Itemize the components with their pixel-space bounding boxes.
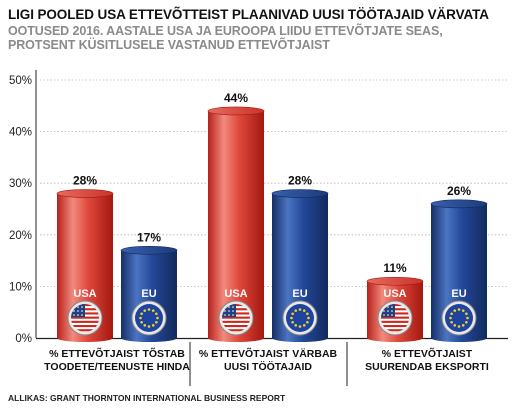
category-label: % ETTEVÕTJAIST TÕSTAB TOODETE/TEENUSTE HI…: [44, 347, 190, 373]
bar-cap: [271, 189, 329, 198]
category-label: % ETTEVÕTJAIST SUURENDAB EKSPORTI: [365, 347, 489, 373]
bar-base: [431, 334, 487, 342]
series-name-label: EU: [292, 288, 307, 300]
eu-flag-icon: [441, 300, 477, 336]
bar-base: [272, 334, 328, 342]
usa-flag-icon: [67, 300, 103, 336]
bar-base: [367, 334, 423, 342]
usa-flag-icon: [218, 300, 254, 336]
data-label: 28%: [73, 174, 97, 188]
data-label: 17%: [137, 230, 161, 244]
series-name-label: USA: [383, 288, 406, 300]
y-tick-label: 30%: [9, 178, 32, 190]
series-name-label: EU: [451, 288, 466, 300]
usa-flag-icon: [377, 300, 413, 336]
bar-cap: [56, 189, 114, 198]
y-tick-label: 10%: [9, 281, 32, 293]
bar-cap: [366, 276, 424, 286]
eu-flag-icon: [131, 300, 167, 336]
y-tick-label: 40%: [9, 127, 32, 139]
bar-base: [208, 334, 264, 342]
bar-usa: [208, 110, 264, 339]
source-note: ALLIKAS: GRANT THORNTON INTERNATIONAL BU…: [8, 393, 286, 403]
series-name-label: USA: [224, 288, 247, 300]
y-tick-label: 20%: [9, 230, 32, 242]
data-label: 11%: [383, 261, 407, 275]
category-label: % ETTEVÕTJAIST VÄRBAB UUSI TÖÖTAJAID: [199, 347, 338, 373]
bar-cap: [207, 106, 265, 116]
data-label: 26%: [447, 184, 471, 198]
data-label: 44%: [224, 91, 248, 105]
series-name-label: USA: [73, 288, 96, 300]
bar-cap: [120, 245, 178, 255]
eu-flag-icon: [282, 300, 318, 336]
bar-base: [57, 334, 113, 342]
series-name-label: EU: [141, 288, 156, 300]
chart-subtitle: OOTUSED 2016. AASTALE USA JA EUROOPA LII…: [8, 24, 443, 52]
y-tick-label: 50%: [9, 75, 32, 87]
bar-cap: [430, 199, 488, 209]
bar-base: [121, 334, 177, 342]
y-tick-label: 0%: [15, 333, 32, 345]
chart-title: LIGI POOLED USA ETTEVÕTTEIST PLAANIVAD U…: [8, 7, 489, 22]
data-label: 28%: [288, 174, 312, 188]
